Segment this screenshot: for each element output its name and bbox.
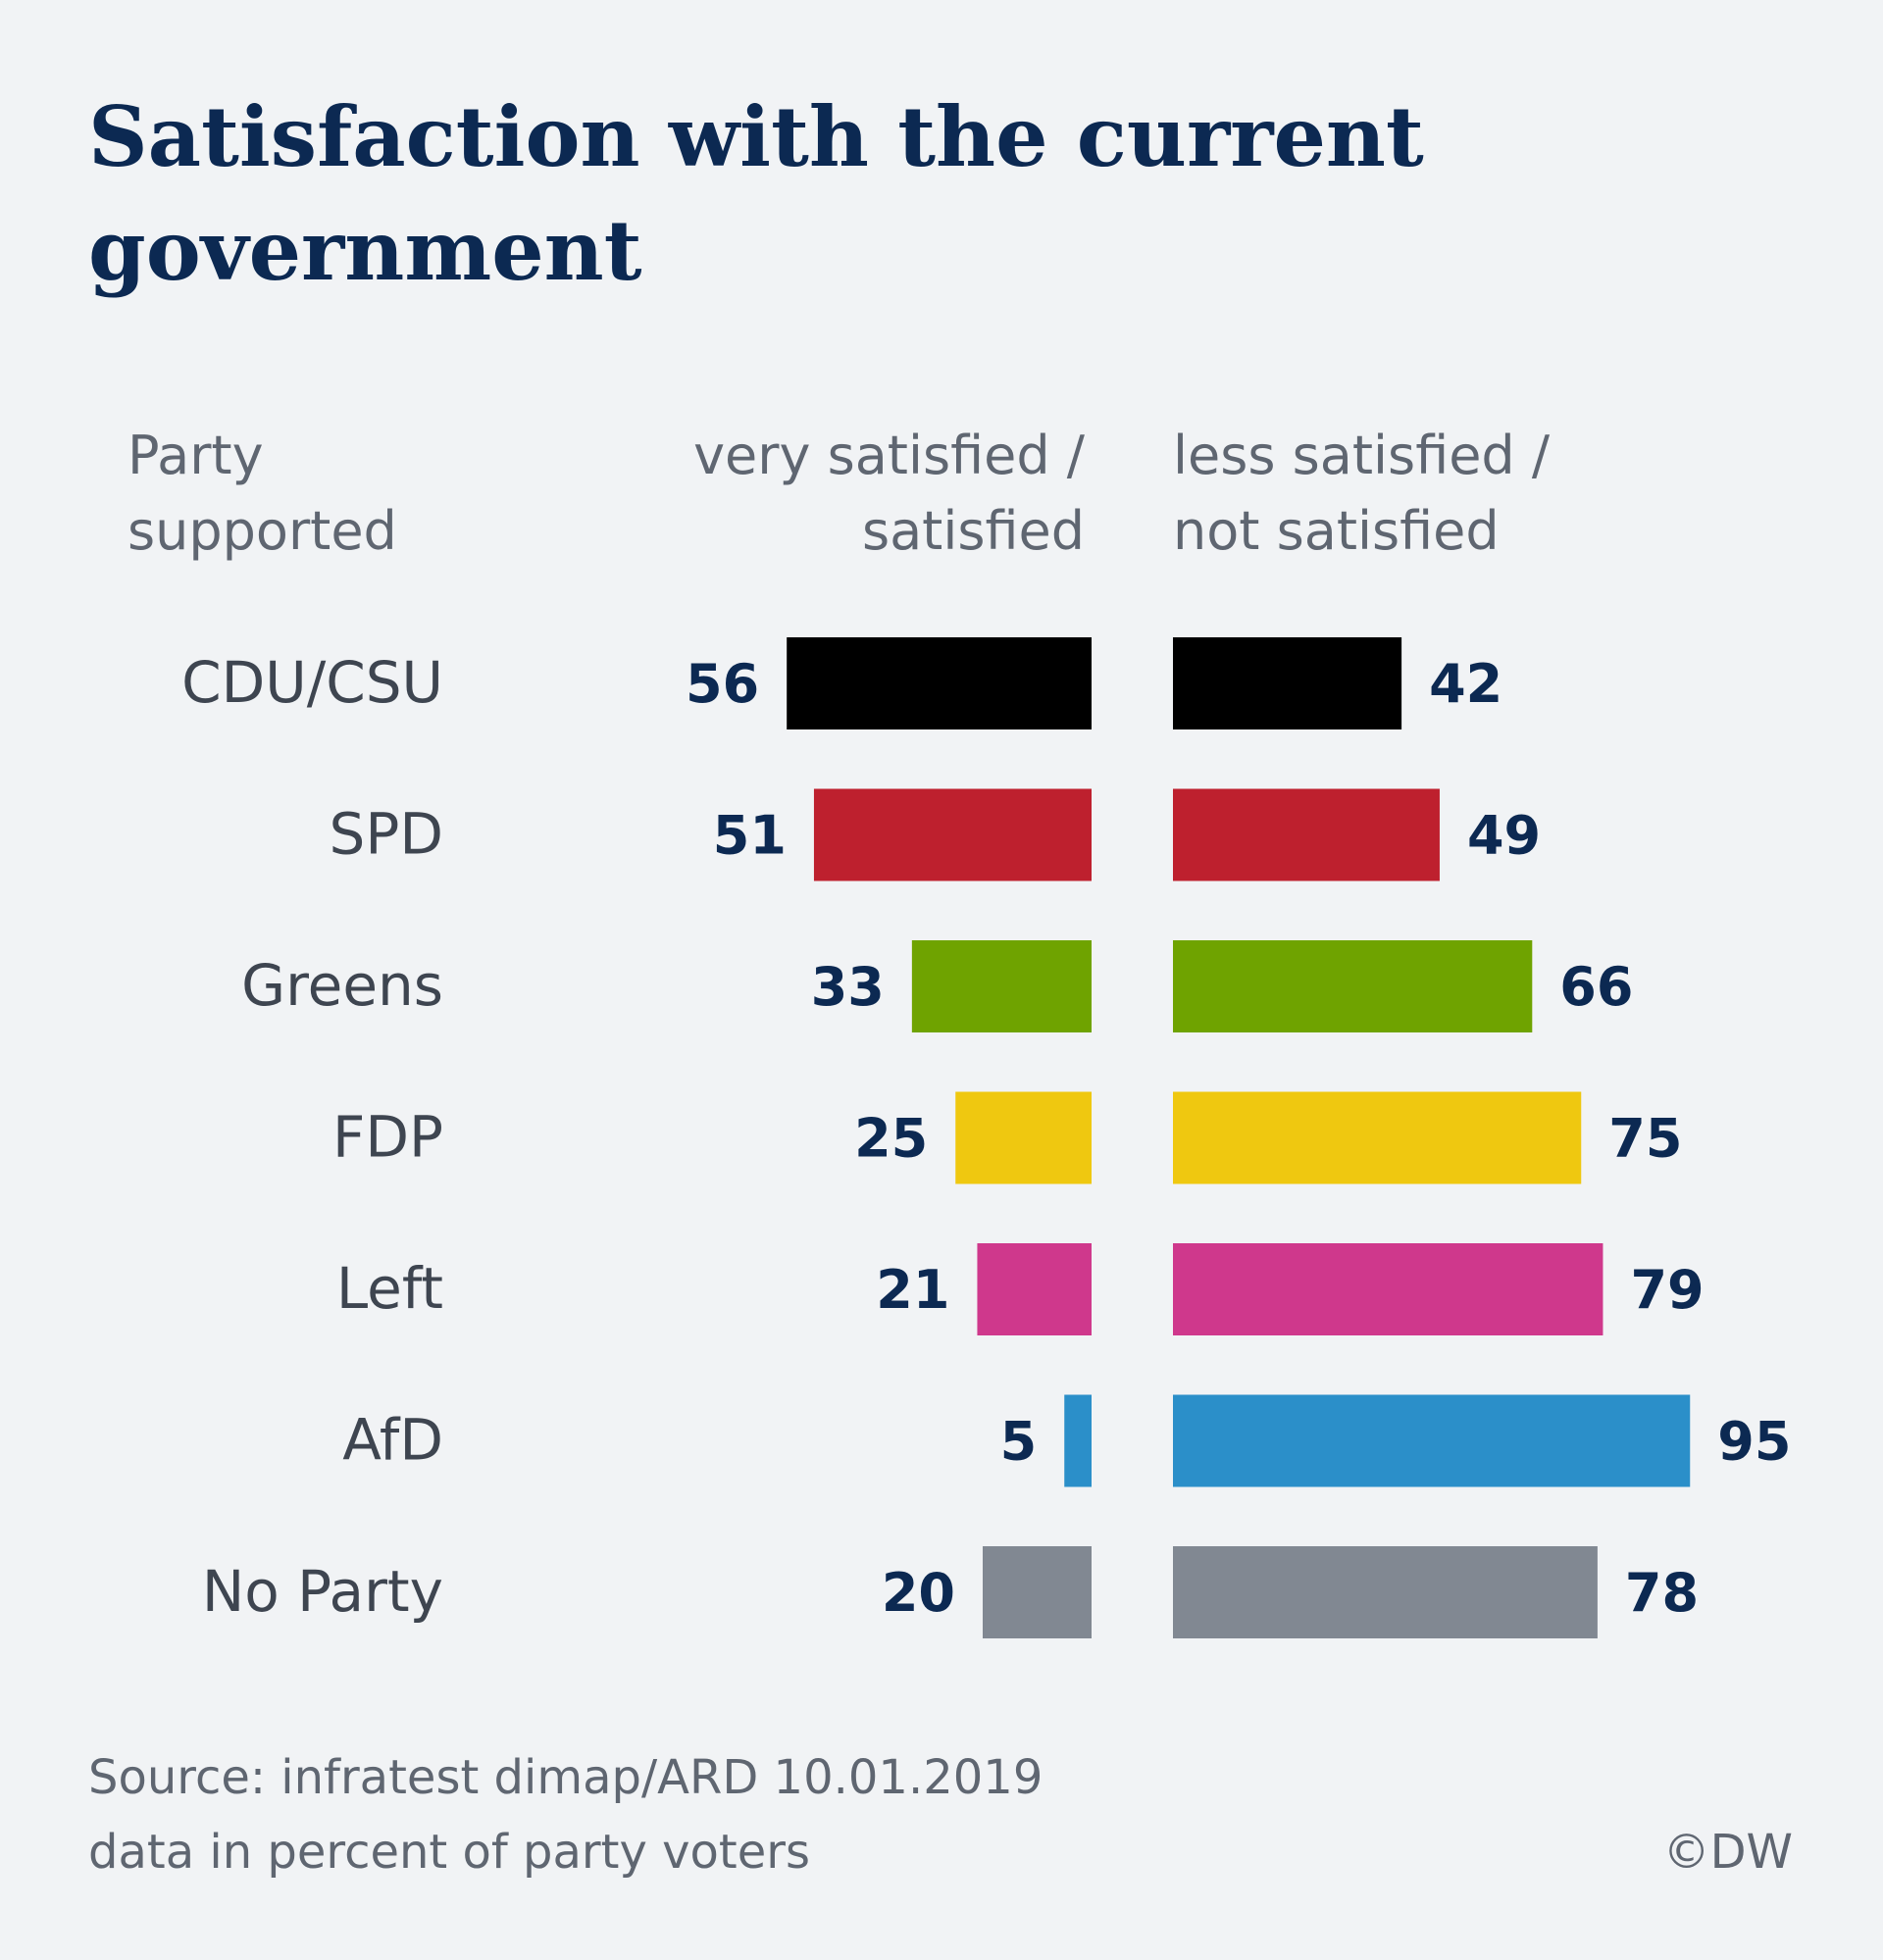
not-satisfied-header-line-1: less satisfied / [1173, 425, 1551, 486]
unit-note: data in percent of party voters [88, 1825, 810, 1880]
category-label-fdp: FDP [332, 1104, 443, 1171]
value-not-satisfied-fdp: 75 [1608, 1108, 1682, 1170]
satisfied-header-line-2: satisfied [862, 500, 1085, 562]
bar-not-satisfied-left [1173, 1243, 1603, 1335]
category-label-greens: Greens [241, 952, 443, 1019]
category-label-left: Left [336, 1255, 443, 1322]
value-satisfied-no-party: 20 [882, 1562, 955, 1624]
not-satisfied-header-line-2: not satisfied [1173, 500, 1500, 562]
bar-satisfied-spd [813, 788, 1092, 881]
bar-satisfied-fdp [955, 1091, 1092, 1184]
copyright-mark: ©DW [1662, 1825, 1793, 1880]
value-satisfied-left: 21 [876, 1259, 949, 1321]
bar-not-satisfied-afd [1173, 1394, 1691, 1487]
bar-satisfied-left [977, 1243, 1092, 1335]
bar-satisfied-no-party [983, 1546, 1092, 1638]
source-note: Source: infratest dimap/ARD 10.01.2019 [88, 1750, 1043, 1805]
value-not-satisfied-left: 79 [1630, 1259, 1704, 1321]
bar-satisfied-greens [911, 940, 1092, 1032]
chart: Party supported very satisfied / satisfi… [127, 425, 1791, 1638]
chart-title: Satisfaction with the current government [88, 88, 1424, 299]
bar-not-satisfied-no-party [1173, 1546, 1598, 1638]
value-satisfied-afd: 5 [1000, 1411, 1038, 1473]
chart-footer: Source: infratest dimap/ARD 10.01.2019 d… [88, 1740, 1043, 1889]
bar-satisfied-cdu-csu [787, 637, 1092, 729]
value-not-satisfied-spd: 49 [1467, 805, 1541, 867]
party-header-line-2: supported [127, 500, 397, 562]
bar-not-satisfied-spd [1173, 788, 1440, 881]
category-label-afd: AfD [342, 1407, 443, 1474]
value-satisfied-cdu-csu: 56 [686, 653, 759, 715]
category-label-spd: SPD [330, 801, 443, 868]
value-not-satisfied-afd: 95 [1717, 1411, 1791, 1473]
bar-not-satisfied-cdu-csu [1173, 637, 1402, 729]
bar-not-satisfied-fdp [1173, 1091, 1582, 1184]
category-label-no-party: No Party [202, 1558, 443, 1625]
value-satisfied-greens: 33 [811, 956, 885, 1018]
value-not-satisfied-cdu-csu: 42 [1429, 653, 1502, 715]
chart-bars: CDU/CSU 56 42 SPD 51 49 Greens 33 66 FDP 25 75 Left 2… [181, 637, 1791, 1638]
value-satisfied-fdp: 25 [854, 1108, 928, 1170]
bar-not-satisfied-greens [1173, 940, 1533, 1032]
value-satisfied-spd: 51 [713, 805, 787, 867]
bar-satisfied-afd [1064, 1394, 1092, 1487]
party-header-line-1: Party [127, 425, 264, 486]
value-not-satisfied-no-party: 78 [1625, 1562, 1699, 1624]
column-headers: Party supported very satisfied / satisfi… [127, 425, 1551, 562]
satisfied-header-line-1: very satisfied / [693, 425, 1086, 486]
value-not-satisfied-greens: 66 [1559, 956, 1633, 1018]
category-label-cdu-csu: CDU/CSU [181, 649, 443, 716]
